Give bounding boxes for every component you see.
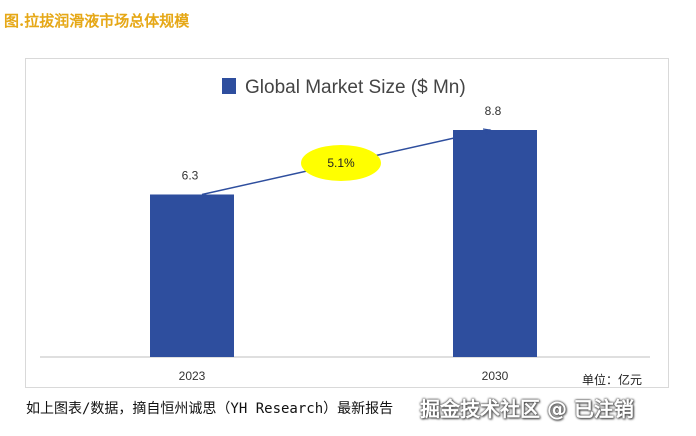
unit-label: 单位：亿元	[582, 373, 643, 387]
bar-2023	[150, 194, 234, 357]
value-label-2030: 8.8	[485, 104, 502, 118]
legend-label: Global Market Size ($ Mn)	[245, 77, 466, 98]
legend-swatch	[222, 78, 236, 94]
cagr-ellipse	[301, 145, 381, 181]
category-label-2030: 2030	[482, 369, 509, 383]
value-label-2023: 6.3	[182, 168, 199, 182]
chart-frame	[25, 58, 669, 388]
chart-legend: Global Market Size ($ Mn)	[222, 77, 466, 98]
trend-arrowhead	[482, 128, 492, 136]
bar-2030	[453, 130, 537, 357]
cagr-label: 5.1%	[327, 156, 355, 170]
watermark: 掘金技术社区 @ 已注销	[420, 397, 634, 421]
page-title: 图.拉拔润滑液市场总体规模	[4, 12, 190, 30]
category-label-2023: 2023	[179, 369, 206, 383]
source-caption: 如上图表/数据，摘自恒州诚思（YH Research）最新报告	[26, 401, 394, 417]
